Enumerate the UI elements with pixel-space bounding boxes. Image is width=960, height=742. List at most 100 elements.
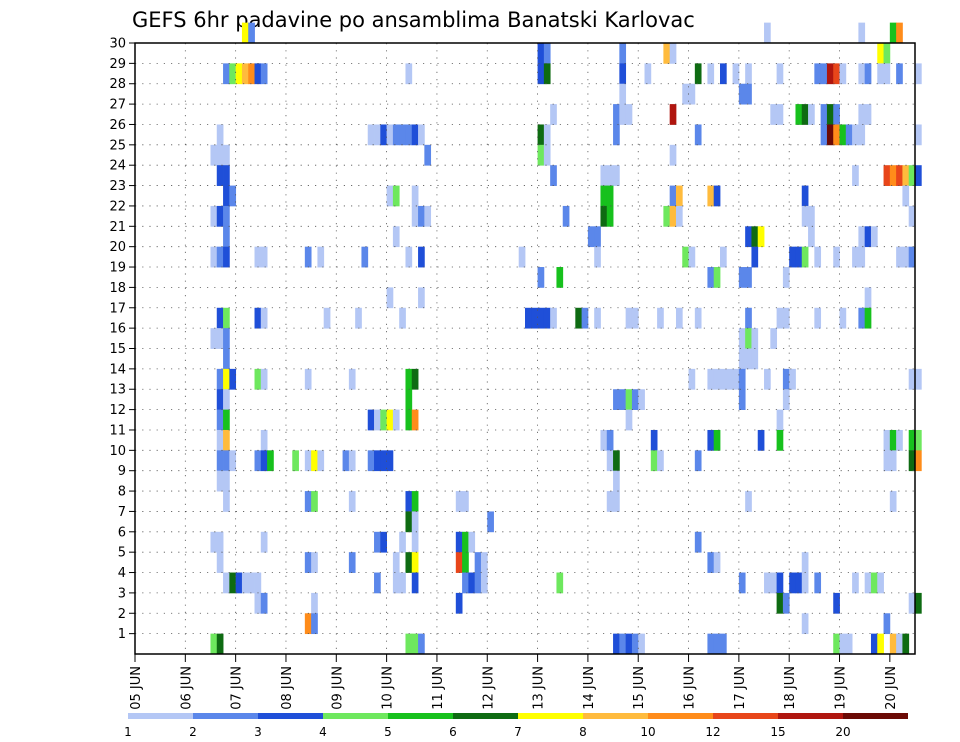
- precip-cell: [543, 307, 551, 329]
- precip-cell: [487, 511, 494, 533]
- precip-cell: [525, 307, 532, 329]
- precip-cell: [638, 633, 645, 655]
- precip-cell: [223, 226, 230, 248]
- precip-cell: [877, 43, 884, 64]
- x-tick-label: 11 JUN: [431, 666, 446, 710]
- precip-cell: [606, 491, 614, 512]
- precip-cell: [399, 531, 406, 553]
- x-axis-labels: 05 JUN 06 JUN 07 JUN 08 JUN 09 JUN 10 JUN 11 J…: [129, 666, 899, 710]
- legend-label: 20: [835, 725, 850, 739]
- precip-cell: [216, 450, 224, 472]
- precip-cell: [833, 246, 840, 268]
- precip-cell: [386, 124, 394, 146]
- precip-cell: [550, 165, 557, 186]
- y-tick-label: 6: [118, 525, 126, 540]
- precip-cell: [254, 307, 262, 329]
- precip-cell: [764, 22, 771, 44]
- precip-cell: [254, 63, 262, 85]
- precip-cell: [839, 633, 847, 655]
- precip-cell: [304, 552, 312, 573]
- precip-cell: [745, 226, 752, 248]
- precip-cell: [852, 124, 859, 146]
- precip-cell: [902, 246, 910, 268]
- precip-cell: [462, 491, 469, 512]
- precip-cell: [852, 165, 859, 186]
- precip-cell: [480, 552, 488, 573]
- precip-cell: [883, 63, 891, 85]
- precip-cell: [418, 205, 425, 227]
- precip-cell: [411, 491, 419, 512]
- precip-cell: [562, 205, 570, 227]
- precip-cell: [713, 267, 721, 288]
- precip-cell: [260, 307, 268, 329]
- precip-cell: [896, 22, 903, 44]
- precip-cell: [606, 205, 614, 227]
- precip-cell: [663, 205, 671, 227]
- precip-cell: [625, 307, 633, 329]
- precip-cell: [210, 205, 218, 227]
- precip-cell: [839, 124, 847, 146]
- precip-cell: [248, 22, 255, 44]
- precip-cell: [594, 246, 601, 268]
- precip-cell: [380, 531, 388, 553]
- precip-cell: [770, 572, 778, 594]
- precip-cell: [782, 389, 790, 410]
- precip-cell: [720, 246, 727, 268]
- precip-cell: [908, 205, 916, 227]
- precip-cell: [707, 368, 715, 390]
- precip-cell: [908, 429, 916, 451]
- precip-cell: [877, 63, 884, 85]
- precip-cell: [814, 246, 822, 268]
- legend-label: 10: [640, 725, 655, 739]
- precip-cell: [462, 572, 469, 594]
- legend-swatch: [258, 713, 323, 719]
- precip-cell: [638, 389, 645, 410]
- legend-label: 6: [449, 725, 457, 739]
- precip-cell: [223, 348, 230, 370]
- precip-cell: [902, 185, 910, 207]
- precip-cell: [380, 124, 388, 146]
- precip-cell: [757, 226, 765, 248]
- y-tick-label: 22: [109, 199, 126, 214]
- precip-cell: [531, 307, 538, 329]
- precip-cell: [858, 246, 866, 268]
- precip-cell: [801, 205, 809, 227]
- precip-cell: [216, 552, 224, 573]
- precip-cell: [782, 368, 790, 390]
- precip-cell: [631, 389, 639, 410]
- precip-cell: [606, 450, 614, 472]
- precip-cell: [405, 491, 413, 512]
- precip-cell: [776, 409, 784, 431]
- y-tick-label: 24: [109, 159, 126, 174]
- precip-cell: [380, 450, 388, 472]
- precip-cell: [801, 246, 809, 268]
- precip-cell: [317, 450, 325, 472]
- precip-cell: [216, 429, 224, 451]
- precip-cell: [870, 633, 878, 655]
- precip-cell: [896, 246, 903, 268]
- precip-cell: [411, 409, 419, 431]
- precip-cell: [216, 307, 224, 329]
- precip-cell: [386, 409, 394, 431]
- precip-cell: [405, 409, 413, 431]
- precip-cell: [707, 552, 715, 573]
- precip-cell: [613, 124, 620, 146]
- precip-cell: [537, 267, 545, 288]
- precip-cell: [870, 572, 878, 594]
- precip-cell: [713, 429, 721, 451]
- precip-cell: [833, 63, 840, 85]
- precip-cell: [386, 185, 394, 207]
- precip-cell: [367, 124, 375, 146]
- precip-cell: [550, 104, 557, 125]
- precip-cell: [688, 83, 696, 105]
- heatmap-cells: [210, 22, 922, 655]
- precip-cell: [619, 63, 627, 85]
- precip-cell: [883, 429, 891, 451]
- y-tick-label: 26: [109, 118, 126, 133]
- precip-cell: [745, 83, 752, 105]
- precip-cell: [625, 104, 633, 125]
- precip-cell: [625, 409, 633, 431]
- precip-cell: [399, 307, 406, 329]
- precip-cell: [864, 104, 872, 125]
